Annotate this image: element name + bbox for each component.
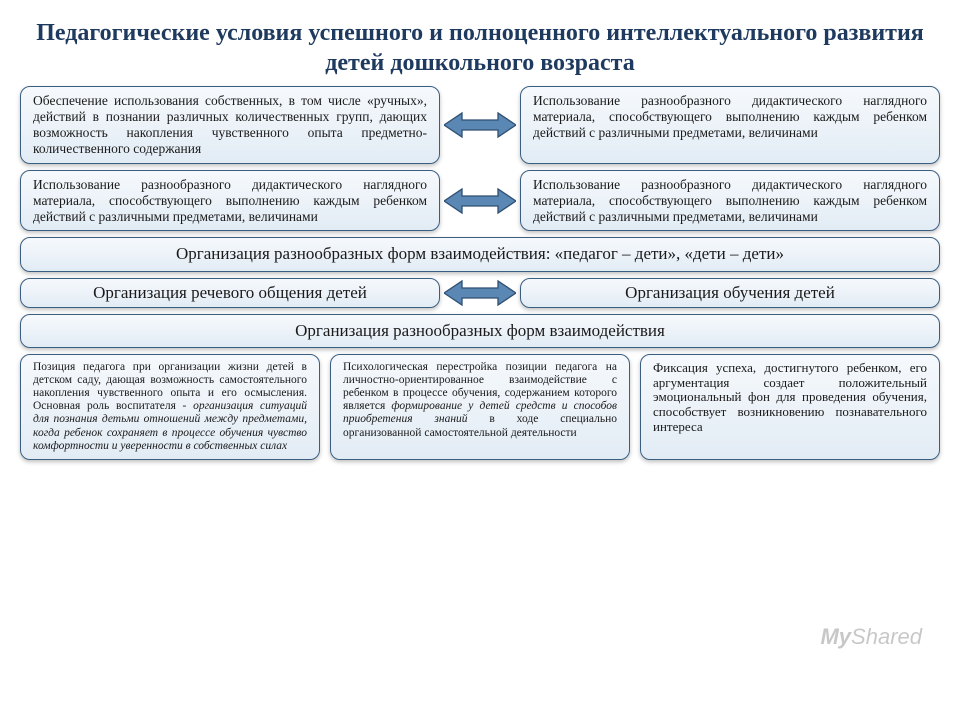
band-interaction-forms-2: Организация разнообразных форм взаимодей… (20, 314, 940, 348)
double-arrow-icon (444, 111, 516, 139)
arrow-r3 (440, 278, 520, 308)
box-bottom-2: Психологическая перестройка позиции педа… (330, 354, 630, 461)
box-speech-org: Организация речевого общения детей (20, 278, 440, 308)
arrow-r1 (440, 86, 520, 164)
box-r1-left: Обеспечение использования собственных, в… (20, 86, 440, 164)
box-bottom-3: Фиксация успеха, достигнутого ребенком, … (640, 354, 940, 461)
box-r2-left: Использование разнообразного дидактическ… (20, 170, 440, 232)
row-3: Организация речевого общения детей Орган… (0, 278, 960, 308)
box-r2-right: Использование разнообразного дидактическ… (520, 170, 940, 232)
row-bottom: Позиция педагога при организации жизни д… (0, 354, 960, 461)
box-learning-org: Организация обучения детей (520, 278, 940, 308)
band-interaction-forms-1: Организация разнообразных форм взаимодей… (20, 237, 940, 271)
double-arrow-icon (444, 187, 516, 215)
row-1: Обеспечение использования собственных, в… (0, 86, 960, 164)
arrow-r2 (440, 170, 520, 232)
watermark-text: Shared (851, 624, 922, 649)
double-arrow-icon (444, 279, 516, 307)
watermark: MyShared (820, 624, 922, 650)
row-2: Использование разнообразного дидактическ… (0, 170, 960, 232)
box-r1-right: Использование разнообразного дидактическ… (520, 86, 940, 164)
page-title: Педагогические условия успешного и полно… (0, 0, 960, 86)
box-bottom-1: Позиция педагога при организации жизни д… (20, 354, 320, 461)
